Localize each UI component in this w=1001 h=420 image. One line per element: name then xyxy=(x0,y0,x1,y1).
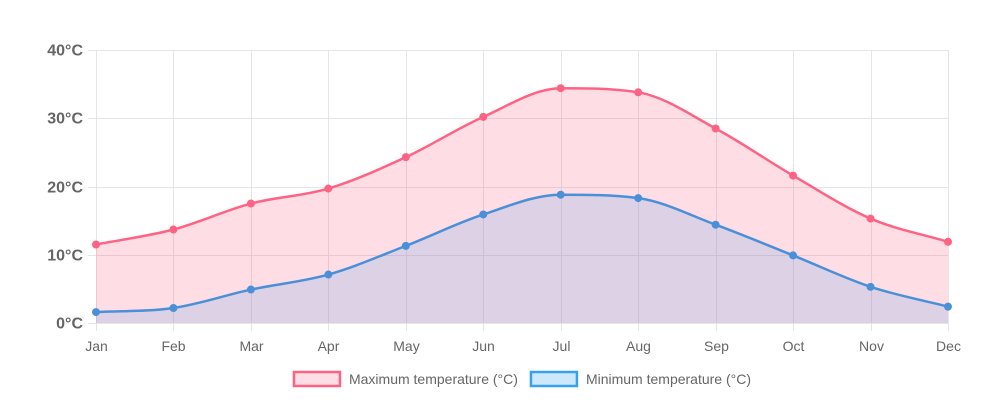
series-1-point-apr[interactable] xyxy=(324,184,333,193)
series-1-point-mar[interactable] xyxy=(246,199,255,208)
y-tick-label: 0°C xyxy=(56,316,83,333)
series-1-line xyxy=(94,86,950,246)
series-2-point-apr[interactable] xyxy=(324,270,333,279)
x-tick-label: Sep xyxy=(704,338,729,354)
series-2-point-jan[interactable] xyxy=(92,308,100,317)
series-1-point-may[interactable] xyxy=(401,153,410,162)
series-1-point-sep[interactable] xyxy=(711,124,720,133)
series-2-point-aug[interactable] xyxy=(634,194,643,203)
x-tick-label: Feb xyxy=(161,338,185,354)
data-points xyxy=(92,84,952,317)
series-1-point-aug[interactable] xyxy=(634,88,643,97)
x-tick-label: Apr xyxy=(318,338,340,354)
legend-swatch xyxy=(292,370,342,388)
y-axis-ticks: 0°C 10°C 20°C 30°C 40°C xyxy=(47,43,83,333)
grid xyxy=(88,50,949,331)
series-2-area xyxy=(96,194,948,323)
x-tick-label: Mar xyxy=(239,338,263,354)
legend-label: Minimum temperature (°C) xyxy=(586,371,751,387)
series-2-point-oct[interactable] xyxy=(789,251,798,260)
legend: Maximum temperature (°C) Minimum temperat… xyxy=(292,370,751,388)
x-tick-label: Oct xyxy=(783,338,805,354)
series-2-point-nov[interactable] xyxy=(866,282,875,291)
y-tick-label: 10°C xyxy=(47,248,83,265)
x-tick-label: Jan xyxy=(85,338,108,354)
series-1-area xyxy=(96,88,948,323)
series-2-point-may[interactable] xyxy=(401,241,410,250)
x-tick-label: Jun xyxy=(472,338,495,354)
series-1-point-dec[interactable] xyxy=(944,237,952,246)
x-tick-label: Aug xyxy=(626,338,651,354)
series-1-point-nov[interactable] xyxy=(866,214,875,223)
legend-swatch xyxy=(529,370,579,388)
series-areas xyxy=(96,88,948,323)
series-2-point-jul[interactable] xyxy=(556,190,565,199)
x-tick-label: Dec xyxy=(936,338,961,354)
y-tick-label: 20°C xyxy=(47,180,83,197)
series-1-point-oct[interactable] xyxy=(789,171,798,180)
legend-item-1[interactable]: Maximum temperature (°C) xyxy=(292,370,518,388)
series-1-point-jan[interactable] xyxy=(92,240,100,249)
series-2-point-sep[interactable] xyxy=(711,220,720,229)
y-tick-label: 30°C xyxy=(47,111,83,128)
series-2-point-dec[interactable] xyxy=(944,302,952,311)
series-1-point-jul[interactable] xyxy=(556,84,565,93)
x-tick-label: Jul xyxy=(553,338,571,354)
series-2-point-mar[interactable] xyxy=(246,285,255,294)
series-2-point-feb[interactable] xyxy=(169,303,178,312)
legend-label: Maximum temperature (°C) xyxy=(349,371,518,387)
y-tick-label: 40°C xyxy=(47,43,83,60)
legend-item-2[interactable]: Minimum temperature (°C) xyxy=(529,370,751,388)
series-1-point-feb[interactable] xyxy=(169,225,178,234)
x-axis-ticks: Jan Feb Mar Apr May Jun Jul Aug Sep Oct Nov Dec xyxy=(85,338,961,354)
series-1-point-jun[interactable] xyxy=(479,112,488,121)
x-tick-label: Nov xyxy=(859,338,884,354)
series-2-point-jun[interactable] xyxy=(479,210,488,219)
x-tick-label: May xyxy=(393,338,419,354)
